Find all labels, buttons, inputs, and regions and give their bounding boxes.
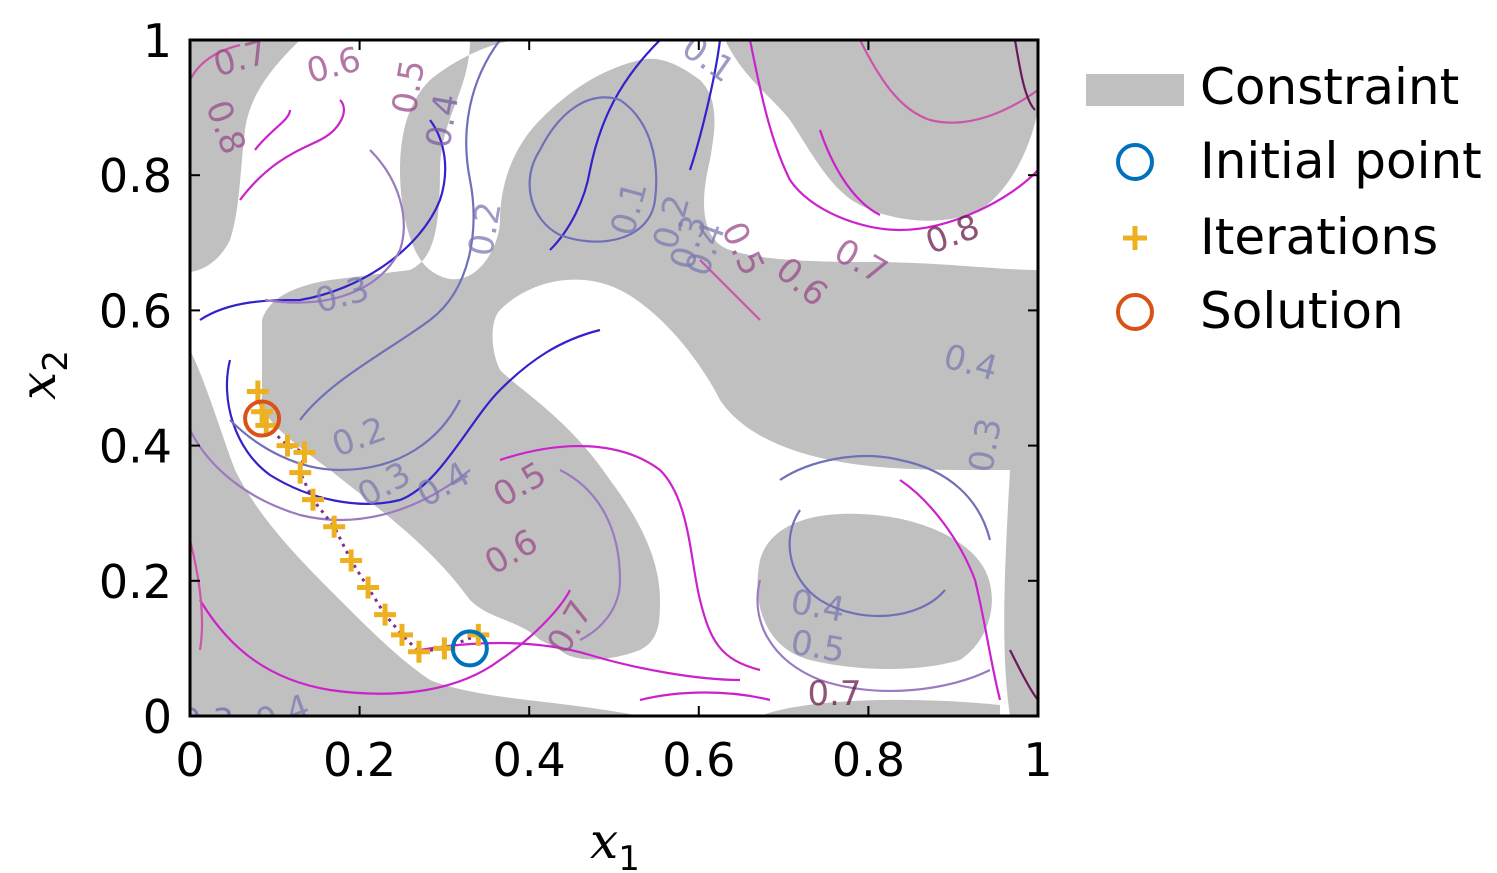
contour-line bbox=[254, 109, 292, 151]
legend-solution-marker bbox=[1116, 293, 1154, 331]
constraint-region-bottom-strip bbox=[760, 699, 1000, 716]
x-tick-label: 0.2 bbox=[323, 733, 396, 787]
plot-frame bbox=[188, 38, 1040, 718]
iteration-marker bbox=[407, 640, 430, 663]
contour-line bbox=[699, 259, 761, 321]
solution-marker bbox=[243, 399, 282, 438]
contour-line bbox=[818, 129, 881, 216]
contour-line bbox=[190, 429, 471, 522]
y-tick-label: 0.6 bbox=[99, 284, 172, 338]
initial-point-marker bbox=[450, 629, 489, 668]
legend-iterations-label: Iterations bbox=[1200, 208, 1438, 266]
contour-line bbox=[239, 99, 346, 201]
x-tick-label: 0.6 bbox=[662, 733, 735, 787]
iteration-marker bbox=[255, 414, 278, 437]
contour-line bbox=[190, 43, 241, 81]
contour-lines bbox=[190, 40, 1038, 702]
contour-line bbox=[229, 399, 461, 472]
contour-line bbox=[788, 509, 946, 618]
x-axis-ticks: 0 0.2 0.4 0.6 0.8 1 bbox=[175, 40, 1053, 787]
iteration-marker bbox=[301, 488, 324, 511]
iteration-marker bbox=[374, 603, 397, 626]
contour-label: 0.3 bbox=[180, 701, 234, 741]
contour-line bbox=[549, 40, 661, 251]
contour-label: 0.7 bbox=[807, 674, 861, 714]
contour-line bbox=[199, 589, 571, 695]
contour-line bbox=[225, 328, 601, 505]
contour-line bbox=[688, 40, 722, 171]
legend-iterations-marker bbox=[1123, 226, 1147, 250]
contour-label: 0.4 bbox=[419, 91, 468, 151]
contour-line bbox=[859, 40, 1038, 124]
contour-line bbox=[756, 579, 991, 692]
contour-line bbox=[1013, 40, 1036, 111]
iteration-marker bbox=[391, 623, 413, 646]
y-tick-label: 0.8 bbox=[99, 149, 172, 203]
contour-line bbox=[419, 641, 741, 682]
contour-label: 0.4 bbox=[788, 582, 848, 631]
contour-line bbox=[499, 444, 761, 672]
legend-constraint-swatch bbox=[1086, 74, 1184, 106]
y-tick-label: 0.4 bbox=[99, 420, 172, 474]
x-tick-label: 0.4 bbox=[493, 733, 566, 787]
contour-line bbox=[748, 40, 1038, 232]
iteration-markers bbox=[246, 380, 490, 663]
y-axis-label: x2 bbox=[9, 350, 76, 400]
legend-constraint-label: Constraint bbox=[1200, 58, 1459, 116]
legend-initial-point-label: Initial point bbox=[1200, 132, 1482, 190]
contour-label: 0.2 bbox=[461, 199, 510, 259]
legend-solution-label: Solution bbox=[1200, 282, 1404, 340]
y-axis-ticks: 0 0.2 0.4 0.6 0.8 1 bbox=[99, 14, 1038, 744]
iteration-marker bbox=[246, 380, 269, 403]
contour-line bbox=[264, 149, 405, 304]
constraint-region-bottom-left bbox=[190, 350, 640, 716]
contour-line bbox=[199, 119, 447, 321]
iteration-marker bbox=[340, 549, 363, 572]
contour-line bbox=[299, 40, 501, 421]
y-tick-label: 0 bbox=[143, 690, 172, 744]
iteration-marker bbox=[276, 434, 299, 457]
plot-content: 0.7 0.6 0.50.40.80.20.30.10.20.30.40.50.60… bbox=[180, 40, 1038, 741]
y-tick-label: 1 bbox=[143, 14, 172, 68]
iteration-marker bbox=[323, 515, 346, 538]
contour-line bbox=[528, 96, 658, 243]
contour-line bbox=[899, 479, 1002, 701]
iteration-marker bbox=[251, 400, 274, 423]
constraint-region-top-right bbox=[725, 40, 1038, 221]
legend: Constraint Initial point Iterations Solu… bbox=[1086, 58, 1482, 340]
x-tick-label: 0.8 bbox=[832, 733, 905, 787]
constraint-region-top-left bbox=[190, 40, 1038, 660]
x-axis-label: x1 bbox=[590, 812, 640, 873]
contour-line bbox=[1009, 649, 1038, 701]
constraint-region-right-edge bbox=[1004, 470, 1038, 716]
x-tick-label: 1 bbox=[1023, 733, 1052, 787]
contour-label: 0.5 bbox=[788, 623, 848, 672]
constraint-region-bottom-right bbox=[757, 513, 992, 669]
contour-line bbox=[779, 454, 992, 541]
constraint-regions bbox=[190, 40, 1038, 716]
y-tick-label: 0.2 bbox=[99, 555, 172, 609]
iteration-marker bbox=[293, 441, 316, 464]
x-tick-label: 0 bbox=[175, 733, 204, 787]
contour-line bbox=[190, 539, 204, 651]
iteration-marker bbox=[289, 461, 312, 484]
contour-line bbox=[639, 691, 771, 702]
constraint-region-left-upper bbox=[190, 40, 300, 272]
contour-label: 0.3 bbox=[961, 415, 1010, 475]
legend-initial-point-marker bbox=[1116, 143, 1154, 181]
contour-label: 0.5 bbox=[385, 57, 434, 117]
contour-line bbox=[559, 469, 622, 641]
iteration-marker bbox=[357, 576, 380, 599]
